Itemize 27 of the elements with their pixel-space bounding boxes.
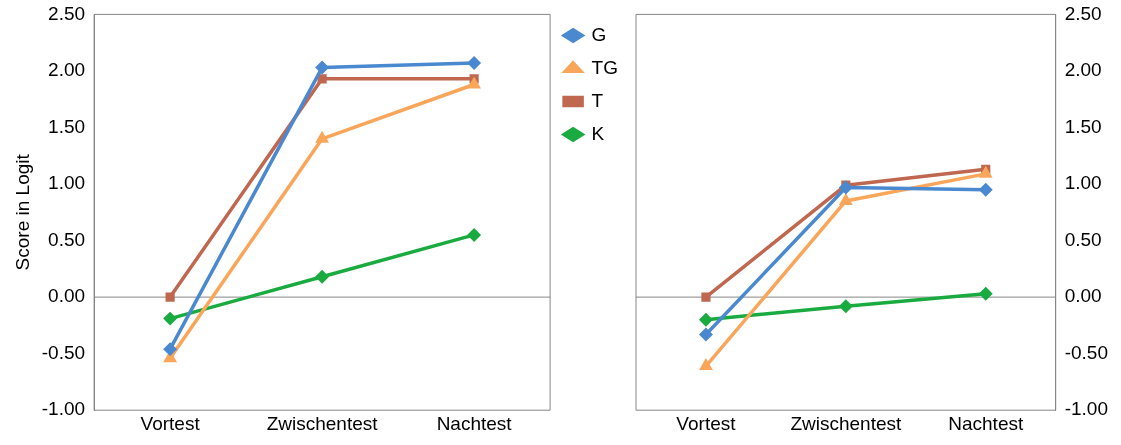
x-tick-label: Vortest [140,412,201,434]
y-tick-label: 2.50 [48,2,86,24]
y-tick-label: 0.50 [48,228,86,250]
y-tick-label: 2.50 [1064,2,1102,24]
x-tick-label: Zwischentest [266,412,379,434]
x-tick-label: Nachtest [948,412,1024,434]
y-tick-label: -1.00 [41,398,86,420]
y-tick-label: 1.00 [1064,172,1102,194]
x-tick-label: Zwischentest [790,412,902,434]
y-tick-label: 1.00 [48,172,86,194]
legend-label: T [591,89,604,111]
x-tick-label: Vortest [676,412,737,434]
y-tick-label: 1.50 [48,115,86,137]
legend-label: TG [591,56,619,78]
y-tick-label: -0.50 [1064,341,1109,363]
y-tick-label: 0.50 [1064,228,1102,250]
legend-label: G [591,23,607,45]
y-axis-title: Score in Logit [11,153,33,271]
x-tick-label: Nachtest [436,412,513,434]
y-tick-label: -0.50 [41,341,86,363]
legend-label: K [591,122,605,144]
y-tick-label: 1.50 [1064,115,1102,137]
y-tick-label: 2.00 [48,59,86,81]
y-tick-label: 0.00 [1064,285,1102,307]
y-tick-label: 0.00 [48,285,86,307]
y-tick-label: -1.00 [1064,398,1109,420]
y-tick-label: 2.00 [1064,59,1102,81]
